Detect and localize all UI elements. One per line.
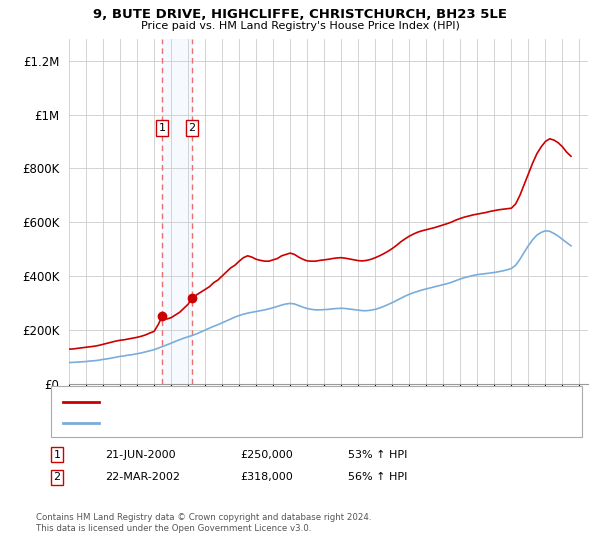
Text: 1: 1 xyxy=(53,450,61,460)
Text: 21-JUN-2000: 21-JUN-2000 xyxy=(105,450,176,460)
Text: Contains HM Land Registry data © Crown copyright and database right 2024.: Contains HM Land Registry data © Crown c… xyxy=(36,513,371,522)
Text: 9, BUTE DRIVE, HIGHCLIFFE, CHRISTCHURCH, BH23 5LE (detached house): 9, BUTE DRIVE, HIGHCLIFFE, CHRISTCHURCH,… xyxy=(105,396,467,407)
Text: 9, BUTE DRIVE, HIGHCLIFFE, CHRISTCHURCH, BH23 5LE: 9, BUTE DRIVE, HIGHCLIFFE, CHRISTCHURCH,… xyxy=(93,8,507,21)
Text: £250,000: £250,000 xyxy=(240,450,293,460)
Text: 53% ↑ HPI: 53% ↑ HPI xyxy=(348,450,407,460)
Text: 2: 2 xyxy=(188,123,196,133)
Bar xyxy=(162,39,192,384)
Text: 2: 2 xyxy=(53,472,61,482)
Text: 56% ↑ HPI: 56% ↑ HPI xyxy=(348,472,407,482)
Text: HPI: Average price, detached house, Bournemouth Christchurch and Poole: HPI: Average price, detached house, Bour… xyxy=(105,418,469,428)
Text: £318,000: £318,000 xyxy=(240,472,293,482)
Text: This data is licensed under the Open Government Licence v3.0.: This data is licensed under the Open Gov… xyxy=(36,524,311,533)
Text: 22-MAR-2002: 22-MAR-2002 xyxy=(105,472,180,482)
Text: 1: 1 xyxy=(158,123,166,133)
Text: Price paid vs. HM Land Registry's House Price Index (HPI): Price paid vs. HM Land Registry's House … xyxy=(140,21,460,31)
